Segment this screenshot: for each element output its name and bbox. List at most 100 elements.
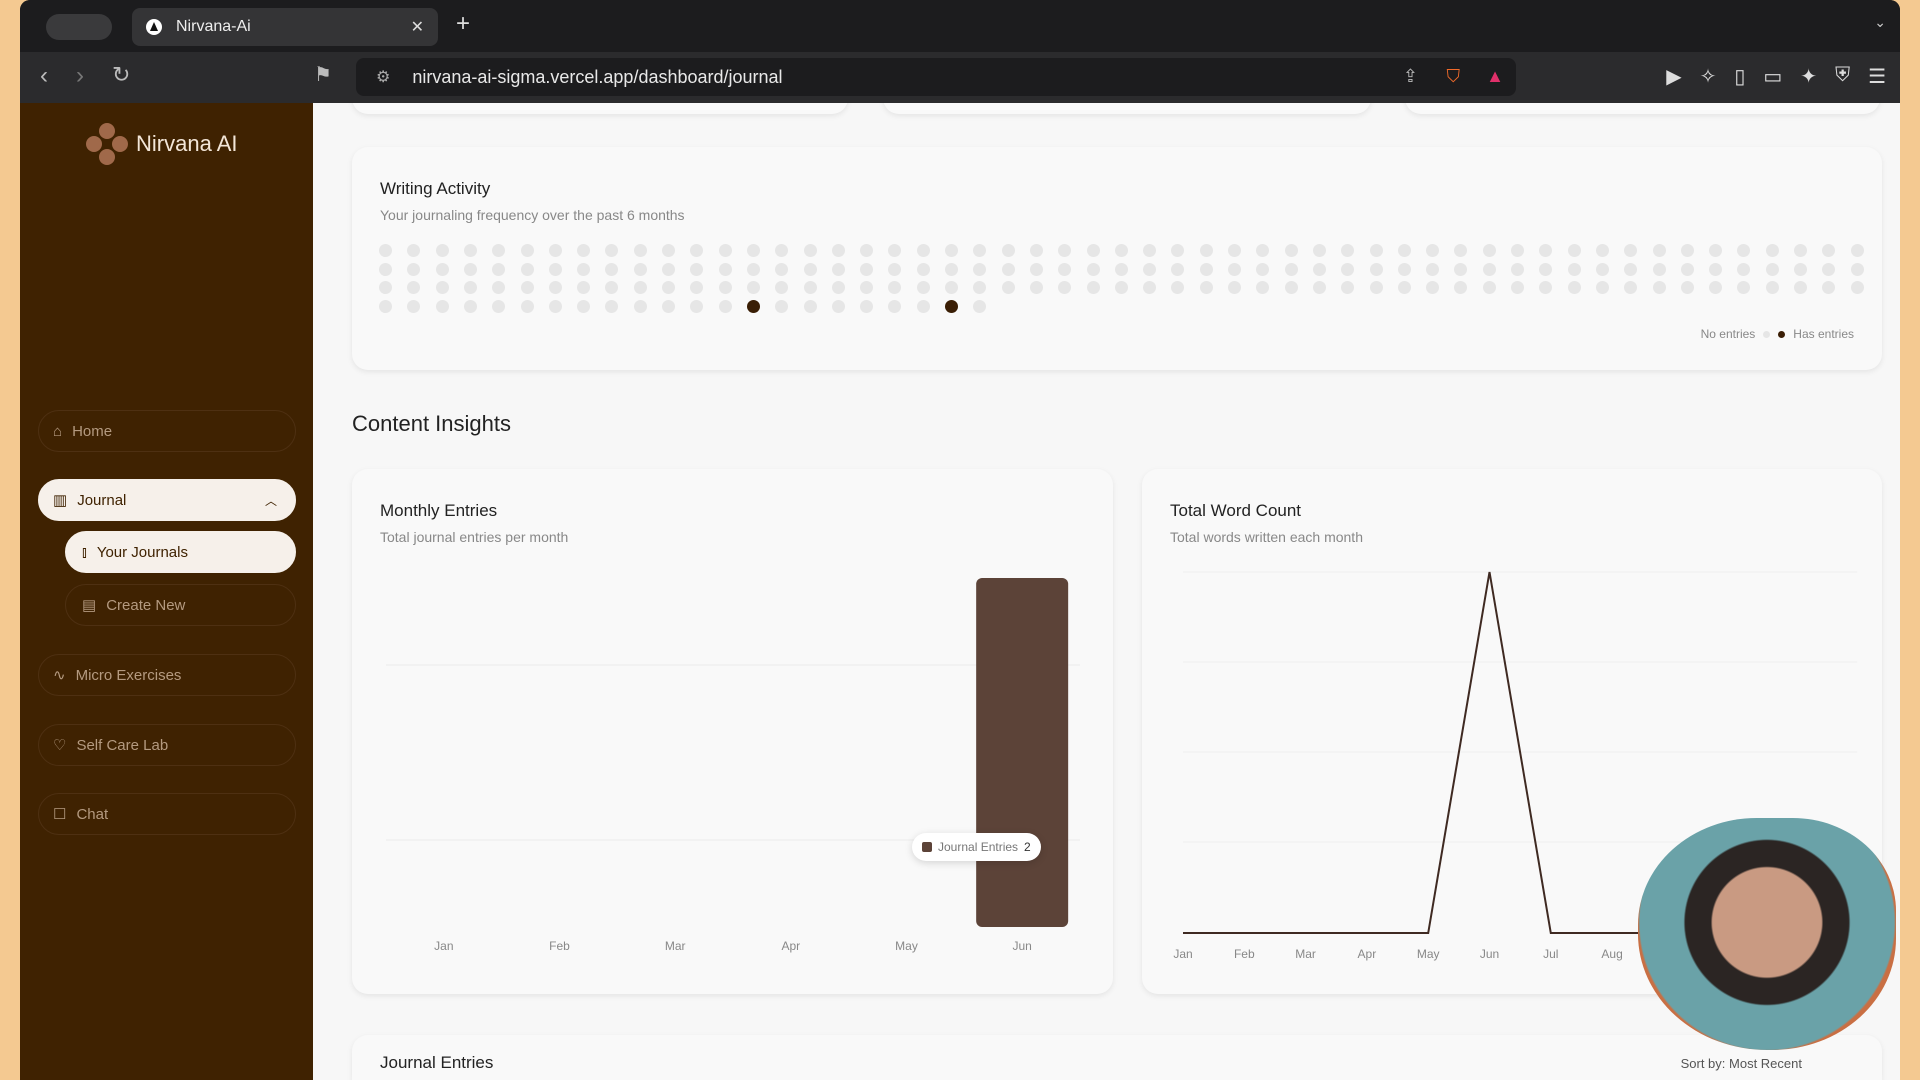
activity-day-dot[interactable] [1482,281,1496,294]
activity-day-dot[interactable] [973,281,987,294]
activity-day-dot[interactable] [1426,244,1440,257]
sidebar-item-home[interactable]: ⌂ Home [38,410,296,452]
activity-day-dot[interactable] [605,281,619,294]
activity-day-dot[interactable] [1397,262,1411,276]
activity-day-dot[interactable] [888,281,902,294]
activity-day-dot[interactable] [1709,262,1723,276]
activity-day-dot[interactable] [1284,244,1298,257]
activity-day-dot[interactable] [1794,244,1807,257]
share-icon[interactable]: ⇪ [1402,66,1418,86]
activity-day-dot[interactable] [1143,244,1157,257]
sidebar-item-your-journals[interactable]: ⫾ Your Journals [65,531,296,573]
activity-day-dot[interactable] [577,299,591,313]
activity-day-dot[interactable] [775,244,789,257]
activity-day-dot[interactable] [888,244,902,257]
activity-day-dot[interactable] [1567,262,1581,276]
activity-day-dot[interactable] [1454,281,1468,294]
media-icon[interactable]: ▶ [1666,66,1682,88]
activity-day-dot[interactable] [1709,244,1723,257]
activity-day-dot[interactable] [492,244,506,257]
activity-day-dot[interactable] [1256,262,1270,276]
activity-day-dot[interactable] [1850,262,1864,276]
activity-day-dot[interactable] [1595,244,1609,257]
activity-day-dot[interactable] [1680,244,1694,257]
activity-day-dot[interactable] [1001,244,1015,257]
activity-day-dot[interactable] [577,262,591,276]
activity-day-dot[interactable] [1511,281,1524,294]
activity-day-dot[interactable] [435,244,449,257]
activity-day-dot[interactable] [1256,281,1270,294]
sidebar-item-chat[interactable]: ☐ Chat [38,793,296,835]
activity-day-dot[interactable] [803,299,817,313]
activity-day-dot[interactable] [1001,281,1015,294]
activity-day-dot[interactable] [860,244,874,257]
brave-rewards-icon[interactable]: ▲ [1486,66,1504,86]
activity-day-dot[interactable] [633,244,647,257]
activity-day-dot[interactable] [860,262,874,276]
activity-day-dot[interactable] [945,299,958,313]
activity-day-dot[interactable] [746,244,760,257]
activity-day-dot[interactable] [1567,281,1581,294]
wallet-icon[interactable]: ▭ [1763,66,1783,88]
close-tab-icon[interactable]: ✕ [410,19,424,36]
brand-logo[interactable]: Nirvana AI [86,123,238,165]
activity-day-dot[interactable] [662,299,675,313]
activity-day-dot[interactable] [945,244,958,257]
activity-day-dot[interactable] [1114,281,1128,294]
activity-day-dot[interactable] [1312,281,1326,294]
activity-day-dot[interactable] [662,262,675,276]
activity-day-dot[interactable] [916,244,930,257]
activity-day-dot[interactable] [407,299,421,313]
activity-day-dot[interactable] [1454,262,1468,276]
activity-day-dot[interactable] [1369,281,1383,294]
activity-day-dot[interactable] [775,262,789,276]
sidebar-toggle-button[interactable] [46,14,112,40]
menu-icon[interactable]: ☰ [1868,66,1886,88]
activity-day-dot[interactable] [945,262,958,276]
tab-nirvana[interactable]: Nirvana-Ai ✕ [132,8,438,46]
activity-day-dot[interactable] [379,299,392,313]
activity-day-dot[interactable] [831,299,845,313]
new-tab-button[interactable]: + [456,10,471,37]
activity-day-dot[interactable] [1737,281,1751,294]
activity-day-dot[interactable] [1114,244,1128,257]
activity-day-dot[interactable] [888,262,902,276]
activity-day-dot[interactable] [973,244,987,257]
activity-day-dot[interactable] [1029,244,1043,257]
activity-day-dot[interactable] [492,281,506,294]
sidebar-item-journal[interactable]: ▥ Journal ︿ [38,479,296,521]
activity-day-dot[interactable] [463,281,477,294]
activity-day-dot[interactable] [718,244,732,257]
activity-day-dot[interactable] [520,299,534,313]
activity-day-dot[interactable] [1086,262,1100,276]
activity-day-dot[interactable] [1341,262,1355,276]
activity-day-dot[interactable] [775,281,789,294]
activity-day-dot[interactable] [718,281,732,294]
activity-day-dot[interactable] [916,299,930,313]
activity-day-dot[interactable] [633,299,647,313]
activity-day-dot[interactable] [463,262,477,276]
activity-day-dot[interactable] [1256,244,1270,257]
activity-day-dot[interactable] [1539,281,1553,294]
activity-day-dot[interactable] [1794,262,1807,276]
activity-day-dot[interactable] [1624,281,1638,294]
activity-day-dot[interactable] [548,262,562,276]
activity-day-dot[interactable] [662,244,675,257]
activity-day-dot[interactable] [973,262,987,276]
activity-day-dot[interactable] [831,244,845,257]
activity-day-dot[interactable] [379,262,392,276]
activity-day-dot[interactable] [1171,244,1185,257]
activity-day-dot[interactable] [1199,262,1213,276]
activity-day-dot[interactable] [1341,244,1355,257]
leo-icon[interactable]: ✦ [1800,66,1818,88]
activity-day-dot[interactable] [1737,262,1751,276]
activity-day-dot[interactable] [1822,244,1836,257]
activity-day-dot[interactable] [1228,281,1241,294]
activity-day-dot[interactable] [1341,281,1355,294]
activity-day-dot[interactable] [746,299,760,313]
activity-day-dot[interactable] [520,244,534,257]
activity-day-dot[interactable] [1822,262,1836,276]
activity-day-dot[interactable] [1312,244,1326,257]
activity-day-dot[interactable] [1709,281,1723,294]
sidebar-item-self-care-lab[interactable]: ♡ Self Care Lab [38,724,296,766]
